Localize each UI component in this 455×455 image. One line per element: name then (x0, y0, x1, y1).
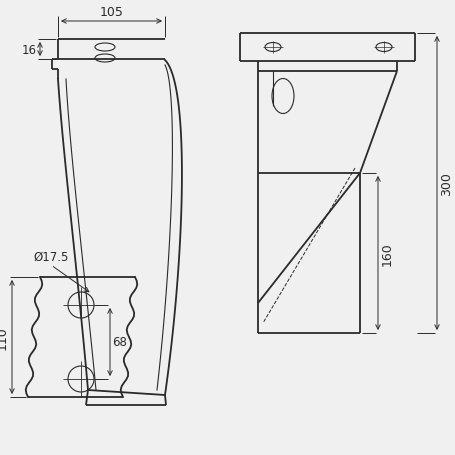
Text: 105: 105 (99, 6, 123, 19)
Text: Ø17.5: Ø17.5 (33, 250, 69, 263)
Text: 300: 300 (439, 172, 452, 196)
Text: 160: 160 (380, 242, 393, 265)
Text: 68: 68 (112, 336, 126, 349)
Text: 16: 16 (22, 43, 37, 56)
Text: 110: 110 (0, 325, 9, 349)
